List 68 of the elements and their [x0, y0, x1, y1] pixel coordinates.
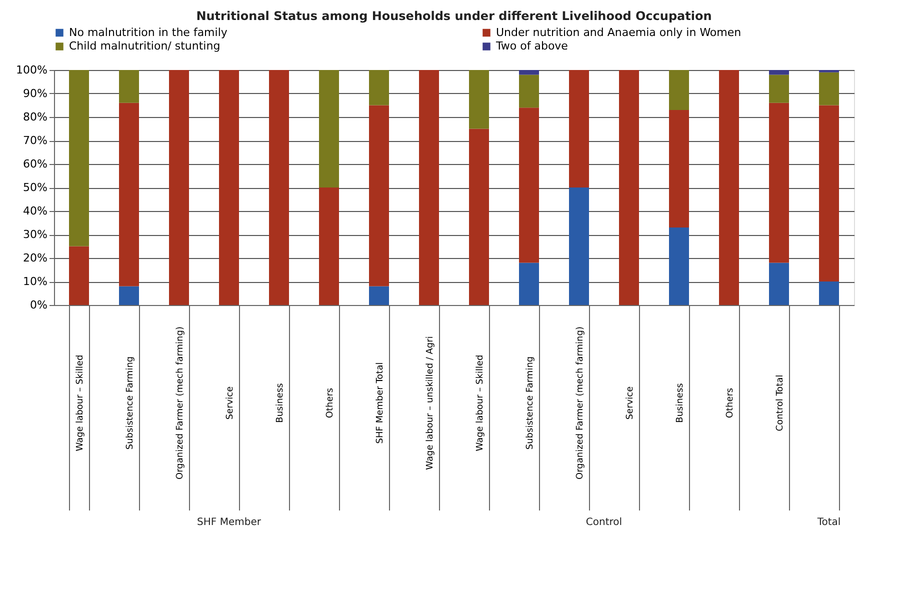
bar [769, 262, 789, 305]
bar [119, 286, 139, 305]
bar [369, 286, 389, 305]
bar [119, 102, 139, 286]
bar [119, 70, 139, 103]
y-tick-label: 100% [16, 64, 48, 76]
bar [469, 70, 489, 129]
bar [69, 246, 89, 305]
y-tick-label: 80% [23, 110, 48, 124]
legend-label: Two of above [495, 40, 568, 52]
bar [319, 188, 339, 305]
x-tick-label: Others [726, 388, 736, 418]
bar [169, 70, 189, 305]
bar [619, 70, 639, 305]
bar [819, 72, 839, 106]
legend-label: Child malnutrition/ stunting [69, 40, 220, 52]
bar [669, 227, 689, 305]
bar [519, 74, 539, 108]
y-tick-label: 70% [23, 134, 48, 147]
x-tick-label: SHF Member Total [376, 362, 386, 444]
y-tick-label: 20% [23, 252, 48, 264]
bar [419, 70, 439, 305]
x-tick-label: Business [276, 382, 286, 423]
x-tick-label: Service [226, 386, 236, 420]
x-tick-label: Wage labour – Skilled [476, 354, 486, 452]
text: Control [586, 517, 622, 528]
bar [519, 262, 539, 305]
bar [769, 102, 789, 263]
text: Total [816, 517, 841, 528]
y-tick-label: 30% [23, 228, 48, 241]
x-tick-label: Subsistence Farming [526, 356, 536, 450]
x-tick-label: Organized Farmer (mech farming) [576, 326, 586, 480]
bar [569, 188, 589, 305]
x-tick-label: Others [326, 388, 336, 418]
bar [719, 70, 739, 305]
bar [569, 70, 589, 188]
text: SHF Member [197, 517, 262, 528]
bar [819, 282, 839, 305]
bar [319, 70, 339, 188]
y-tick-label: 0% [30, 298, 48, 312]
y-tick-label: 60% [23, 158, 48, 170]
bar [769, 70, 789, 75]
x-tick-label: Wage labour – Skilled [76, 354, 86, 452]
bar [69, 70, 89, 246]
y-tick-label: 40% [23, 204, 48, 218]
bar [769, 74, 789, 103]
bar [519, 108, 539, 263]
chart-title: Nutritional Status among Households under different Livelihood Occupation [196, 9, 712, 23]
x-tick-label: Subsistence Farming [126, 356, 136, 450]
bar [369, 105, 389, 286]
bar [669, 110, 689, 228]
bar [519, 70, 539, 75]
x-tick-label: Service [626, 386, 636, 420]
bar [269, 70, 289, 305]
bar [819, 105, 839, 282]
y-tick-label: 90% [23, 87, 48, 100]
x-tick-label: Organized Farmer (mech farming) [176, 326, 186, 480]
x-tick-label: Business [676, 382, 686, 423]
legend-label: No malnutrition in the family [69, 26, 228, 39]
y-tick-label: 10% [23, 275, 48, 288]
x-tick-label: Control Total [776, 374, 786, 432]
bar [219, 70, 239, 305]
bar [469, 128, 489, 305]
legend-label: Under nutrition and Anaemia only in Women [496, 26, 742, 39]
bar [369, 70, 389, 106]
bar [669, 70, 689, 110]
x-tick-label: Wage labour – unskilled / Agri [426, 336, 436, 470]
y-tick-label: 50% [23, 181, 48, 194]
